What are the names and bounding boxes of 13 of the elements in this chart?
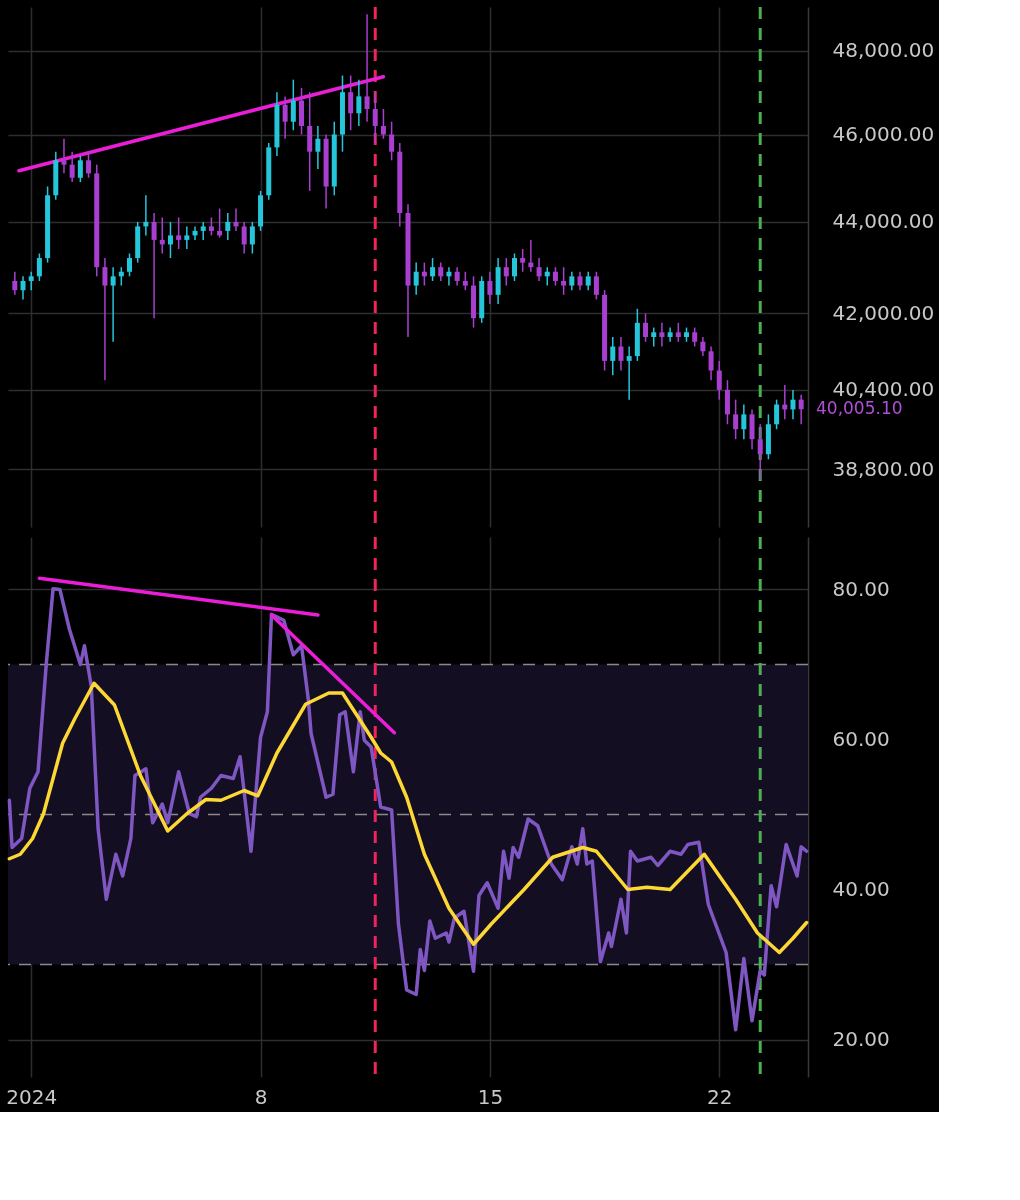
y-tick-label: 60.00 (832, 727, 890, 751)
y-tick-label: 46,000.00 (832, 122, 935, 146)
y-tick-label: 42,000.00 (832, 300, 935, 325)
y-tick-label: 80.00 (832, 577, 890, 601)
y-tick-label: 48,000.00 (832, 38, 935, 63)
x-tick-label: 22 (707, 1084, 733, 1109)
y-tick-label: 40.00 (832, 877, 890, 901)
y-tick-label: 38,800.00 (832, 456, 935, 481)
y-tick-label: 44,000.00 (832, 209, 935, 234)
y-tick-label: 20.00 (832, 1027, 890, 1051)
x-tick-label: 2024 (6, 1084, 58, 1109)
x-tick-label: 8 (254, 1084, 268, 1109)
x-tick-label: 15 (477, 1084, 504, 1109)
